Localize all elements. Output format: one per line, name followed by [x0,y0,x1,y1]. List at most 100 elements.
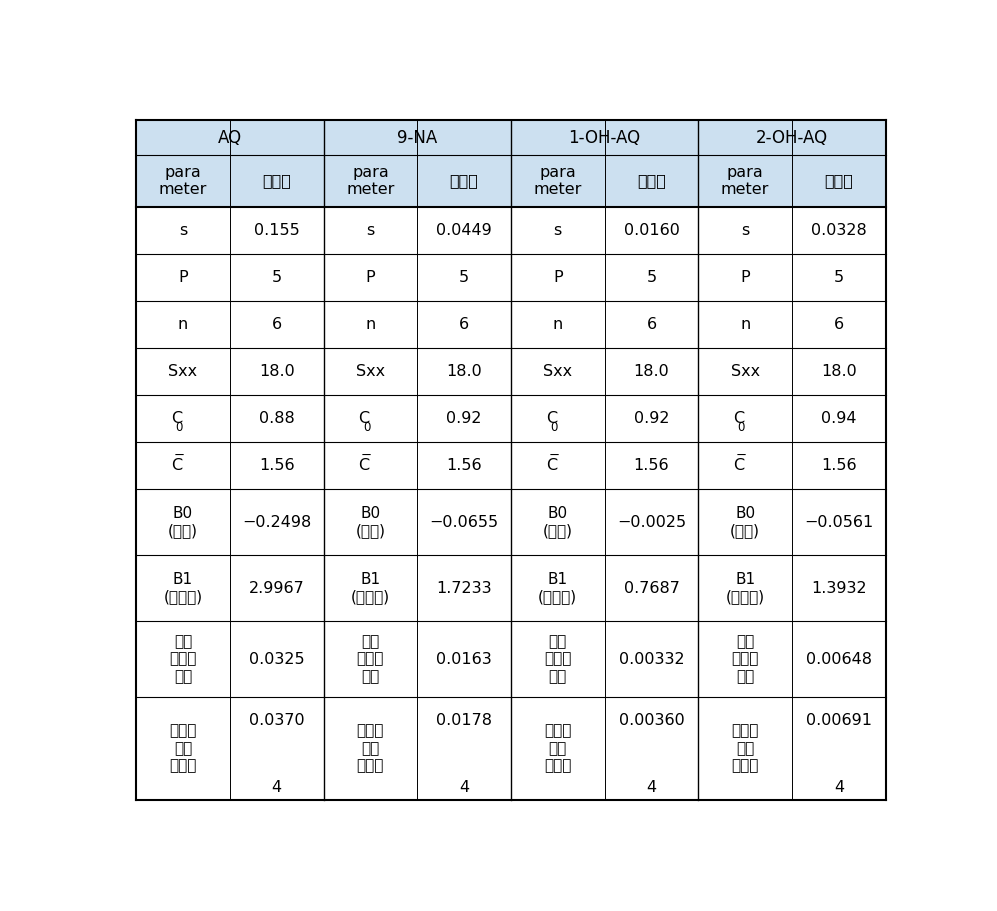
Text: para
meter: para meter [346,165,395,198]
Text: Sxx: Sxx [356,364,385,379]
Text: 6: 6 [459,317,470,333]
Text: para
meter: para meter [159,165,207,198]
Text: 0.155: 0.155 [254,223,300,238]
Text: −0.0655: −0.0655 [430,515,498,530]
Text: 결과값: 결과값 [262,174,291,189]
Text: 불확도
유효
자유도: 불확도 유효 자유도 [544,723,571,773]
Text: n: n [177,317,188,333]
Text: 0.0160: 0.0160 [623,223,679,238]
Text: 6: 6 [833,317,843,333]
Text: C: C [545,458,556,474]
Text: 0.0325: 0.0325 [249,651,304,667]
Text: 0.92: 0.92 [447,412,482,426]
Text: s: s [366,223,375,238]
Bar [137,120,885,155]
Text: 2-OH-AQ: 2-OH-AQ [756,128,829,147]
Text: P: P [178,270,187,285]
Text: P: P [366,270,375,285]
Text: 0.0163: 0.0163 [437,651,492,667]
Text: −0.0561: −0.0561 [805,515,873,530]
Text: 1.56: 1.56 [447,458,482,474]
Text: −0.0025: −0.0025 [617,515,686,530]
Text: 5: 5 [459,270,470,285]
Text: s: s [178,223,187,238]
Text: AQ: AQ [217,128,242,147]
Text: 0: 0 [738,421,745,434]
Text: Sxx: Sxx [731,364,760,379]
Text: 1.56: 1.56 [259,458,294,474]
Text: 18.0: 18.0 [821,364,856,379]
Text: 5: 5 [646,270,657,285]
Text: 0.94: 0.94 [822,412,856,426]
Text: Sxx: Sxx [168,364,197,379]
Text: C: C [170,458,182,474]
Text: 표준
불확도
상대: 표준 불확도 상대 [544,634,571,684]
Text: 0.00691: 0.00691 [806,713,871,728]
Text: 4: 4 [459,781,470,795]
Text: 표준
불확도
상대: 표준 불확도 상대 [169,634,196,684]
Text: 불확도
유효
자유도: 불확도 유효 자유도 [169,723,196,773]
Text: 0.7687: 0.7687 [623,581,679,596]
Bar [137,155,885,207]
Text: 18.0: 18.0 [447,364,482,379]
Text: 표준
불확도
상대: 표준 불확도 상대 [357,634,384,684]
Text: 0.0328: 0.0328 [811,223,866,238]
Text: 0.0370: 0.0370 [249,713,304,728]
Text: 6: 6 [272,317,282,333]
Text: C: C [733,458,744,474]
Text: C: C [358,458,370,474]
Text: C: C [358,412,370,426]
Text: 5: 5 [272,270,282,285]
Text: 5: 5 [833,270,843,285]
Text: B1
(기울기): B1 (기울기) [351,572,390,605]
Text: P: P [741,270,750,285]
Text: 불확도
유효
자유도: 불확도 유효 자유도 [732,723,759,773]
Text: C: C [170,412,182,426]
Text: −: − [361,449,372,462]
Text: 1-OH-AQ: 1-OH-AQ [568,128,641,147]
Text: −0.2498: −0.2498 [242,515,311,530]
Text: 6: 6 [646,317,657,333]
Text: 결과값: 결과값 [825,174,853,189]
Text: 결과값: 결과값 [450,174,479,189]
Text: 2.9967: 2.9967 [249,581,305,596]
Text: 1.56: 1.56 [634,458,669,474]
Text: 18.0: 18.0 [259,364,295,379]
Text: 1.56: 1.56 [822,458,856,474]
Text: C: C [545,412,556,426]
Text: 0.00360: 0.00360 [618,713,684,728]
Text: 결과값: 결과값 [637,174,666,189]
Text: 4: 4 [272,781,282,795]
Text: 4: 4 [646,781,657,795]
Text: s: s [553,223,562,238]
Text: −: − [736,449,747,462]
Text: n: n [365,317,376,333]
Text: B0
(절편): B0 (절편) [168,507,198,538]
Text: 0.0449: 0.0449 [437,223,492,238]
Text: 불확도
유효
자유도: 불확도 유효 자유도 [357,723,384,773]
Text: 0.92: 0.92 [634,412,669,426]
Text: n: n [552,317,563,333]
Text: 0: 0 [175,421,183,434]
Text: 0.00332: 0.00332 [619,651,684,667]
Text: 9-NA: 9-NA [397,128,438,147]
Text: B0
(절편): B0 (절편) [542,507,573,538]
Text: −: − [548,449,559,462]
Text: B1
(기울기): B1 (기울기) [164,572,202,605]
Text: 0: 0 [550,421,557,434]
Text: 0.0178: 0.0178 [436,713,493,728]
Text: B1
(기울기): B1 (기울기) [538,572,577,605]
Text: P: P [553,270,562,285]
Text: n: n [740,317,751,333]
Text: 표준
불확도
상대: 표준 불확도 상대 [732,634,759,684]
Text: 4: 4 [833,781,843,795]
Text: −: − [173,449,184,462]
Text: 1.7233: 1.7233 [437,581,492,596]
Text: s: s [741,223,750,238]
Text: B0
(절편): B0 (절편) [356,507,386,538]
Text: 0.00648: 0.00648 [806,651,871,667]
Text: B0
(절편): B0 (절편) [730,507,760,538]
Text: para
meter: para meter [533,165,582,198]
Text: C: C [733,412,744,426]
Text: Sxx: Sxx [543,364,572,379]
